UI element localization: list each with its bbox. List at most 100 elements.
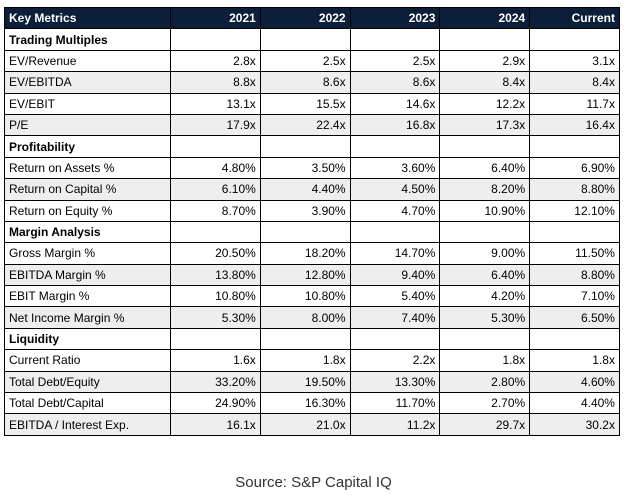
metric-value: 1.8x xyxy=(529,349,620,372)
metric-value: 12.2x xyxy=(439,92,531,115)
section-empty-cell xyxy=(439,327,531,351)
metric-value: 4.80% xyxy=(170,156,261,180)
table-row: EV/EBITDA 8.8x 8.6x 8.6x 8.4x 8.4x xyxy=(4,71,620,94)
metric-value: 24.90% xyxy=(170,392,261,415)
metric-value: 9.40% xyxy=(349,263,441,287)
metric-value: 9.00% xyxy=(439,242,531,265)
metric-value: 10.80% xyxy=(259,285,351,308)
header-current: Current xyxy=(529,6,620,30)
metric-value: 8.80% xyxy=(529,178,620,201)
header-2023: 2023 xyxy=(349,6,441,30)
header-row: Key Metrics 2021 2022 2023 2024 Current xyxy=(4,6,620,30)
metric-label: Total Debt/Equity xyxy=(4,370,171,394)
metric-value: 1.6x xyxy=(170,349,261,372)
key-metrics-table-container: Key Metrics 2021 2022 2023 2024 Current … xyxy=(4,6,620,436)
metric-value: 4.40% xyxy=(259,178,351,201)
metric-value: 6.10% xyxy=(170,178,261,201)
metric-value: 22.4x xyxy=(259,113,351,137)
table-row: Total Debt/Capital 24.90% 16.30% 11.70% 2.70… xyxy=(4,392,620,415)
metric-value: 19.50% xyxy=(259,370,351,394)
table-row: P/E 17.9x 22.4x 16.8x 17.3x 16.4x xyxy=(4,113,620,137)
section-empty-cell xyxy=(170,135,261,158)
key-metrics-table: Key Metrics 2021 2022 2023 2024 Current … xyxy=(4,6,620,436)
section-empty-cell xyxy=(349,327,441,351)
section-empty-cell xyxy=(439,135,531,158)
metric-value: 13.30% xyxy=(349,370,441,394)
metric-label: Return on Equity % xyxy=(4,199,171,222)
metric-value: 8.8x xyxy=(170,71,261,94)
metric-value: 12.10% xyxy=(529,199,620,222)
metric-value: 17.9x xyxy=(170,113,261,137)
table-row: Total Debt/Equity 33.20% 19.50% 13.30% 2.80%… xyxy=(4,370,620,394)
metric-value: 8.4x xyxy=(529,71,620,94)
metric-value: 16.4x xyxy=(529,113,620,137)
metric-value: 6.90% xyxy=(529,156,620,180)
metric-label: Gross Margin % xyxy=(4,242,171,265)
metric-label: EV/Revenue xyxy=(4,49,171,73)
metric-value: 33.20% xyxy=(170,370,261,394)
metric-value: 8.70% xyxy=(170,199,261,222)
metric-value: 6.50% xyxy=(529,306,620,329)
section-row: Liquidity xyxy=(4,327,620,351)
metric-value: 2.80% xyxy=(439,370,531,394)
metric-value: 1.8x xyxy=(439,349,531,372)
section-empty-cell xyxy=(349,135,441,158)
section-empty-cell xyxy=(529,327,620,351)
metric-value: 4.20% xyxy=(439,285,531,308)
metric-label: EBITDA Margin % xyxy=(4,263,171,287)
section-title: Profitability xyxy=(4,135,171,158)
metric-label: EV/EBIT xyxy=(4,92,171,115)
metric-value: 10.90% xyxy=(439,199,531,222)
metric-label: EBIT Margin % xyxy=(4,285,171,308)
section-empty-cell xyxy=(170,220,261,244)
metric-value: 15.5x xyxy=(259,92,351,115)
metric-value: 7.10% xyxy=(529,285,620,308)
section-empty-cell xyxy=(529,28,620,51)
metric-value: 8.00% xyxy=(259,306,351,329)
section-title: Trading Multiples xyxy=(4,28,171,51)
metric-value: 16.1x xyxy=(170,413,261,436)
metric-value: 2.8x xyxy=(170,49,261,73)
section-empty-cell xyxy=(439,28,531,51)
table-row: Return on Assets % 4.80% 3.50% 3.60% 6.40% 6.… xyxy=(4,156,620,180)
metric-value: 4.70% xyxy=(349,199,441,222)
table-row: EV/EBIT 13.1x 15.5x 14.6x 12.2x 11.7x xyxy=(4,92,620,115)
metric-value: 3.1x xyxy=(529,49,620,73)
metric-value: 30.2x xyxy=(529,413,620,436)
section-empty-cell xyxy=(529,135,620,158)
section-empty-cell xyxy=(439,220,531,244)
section-title: Margin Analysis xyxy=(4,220,171,244)
metric-value: 4.60% xyxy=(529,370,620,394)
table-row: EV/Revenue 2.8x 2.5x 2.5x 2.9x 3.1x xyxy=(4,49,620,73)
metric-value: 5.30% xyxy=(439,306,531,329)
metric-value: 16.30% xyxy=(259,392,351,415)
metric-value: 8.6x xyxy=(259,71,351,94)
metric-label: Return on Capital % xyxy=(4,178,171,201)
metric-value: 10.80% xyxy=(170,285,261,308)
section-empty-cell xyxy=(259,28,351,51)
metric-value: 8.20% xyxy=(439,178,531,201)
metric-value: 5.40% xyxy=(349,285,441,308)
section-empty-cell xyxy=(349,220,441,244)
table-row: Gross Margin % 20.50% 18.20% 14.70% 9.00% 11.… xyxy=(4,242,620,265)
metric-value: 3.50% xyxy=(259,156,351,180)
metric-value: 5.30% xyxy=(170,306,261,329)
metric-value: 4.50% xyxy=(349,178,441,201)
metric-value: 7.40% xyxy=(349,306,441,329)
metric-value: 2.5x xyxy=(349,49,441,73)
section-empty-cell xyxy=(259,327,351,351)
metric-value: 11.70% xyxy=(349,392,441,415)
header-key-metrics: Key Metrics xyxy=(4,6,171,30)
metric-label: EV/EBITDA xyxy=(4,71,171,94)
metric-value: 11.50% xyxy=(529,242,620,265)
section-empty-cell xyxy=(170,327,261,351)
metric-value: 16.8x xyxy=(349,113,441,137)
metric-label: Total Debt/Capital xyxy=(4,392,171,415)
metric-value: 20.50% xyxy=(170,242,261,265)
section-title: Liquidity xyxy=(4,327,171,351)
table-row: EBIT Margin % 10.80% 10.80% 5.40% 4.20% 7.10% xyxy=(4,285,620,308)
metric-value: 8.80% xyxy=(529,263,620,287)
table-body: Trading Multiples EV/Revenue 2.8x 2.5x 2.5x 2… xyxy=(4,28,620,436)
section-empty-cell xyxy=(529,220,620,244)
metric-value: 6.40% xyxy=(439,156,531,180)
